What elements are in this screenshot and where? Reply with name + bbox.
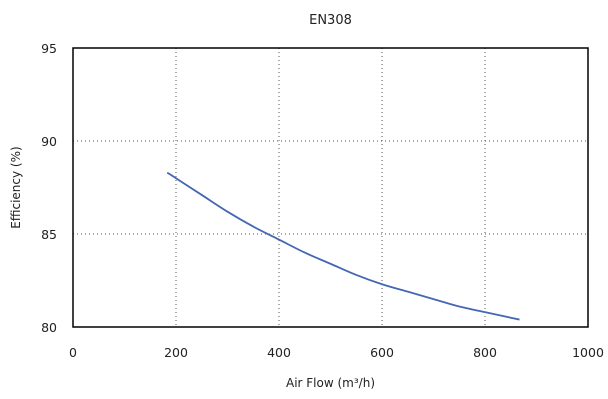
x-tick-label: 1000 [572, 345, 604, 360]
y-tick-label: 90 [41, 134, 57, 149]
x-tick-label: 800 [473, 345, 497, 360]
x-tick-label: 600 [370, 345, 394, 360]
y-tick-label: 95 [41, 41, 57, 56]
y-axis-label: Efficiency (%) [9, 146, 23, 228]
plot-area-frame [72, 47, 589, 328]
y-tick-label: 80 [41, 320, 57, 335]
y-tick-label: 85 [41, 227, 57, 242]
grid-lines [73, 48, 588, 327]
efficiency-series-line [166, 171, 520, 321]
x-tick-label: 200 [164, 345, 188, 360]
x-axis-label: Air Flow (m³/h) [286, 376, 375, 390]
series-layer [166, 171, 520, 321]
x-tick-label: 400 [267, 345, 291, 360]
chart-title: EN308 [309, 13, 352, 28]
tick-labels: 0 200 400 600 800 1000 80 85 90 95 [41, 41, 604, 360]
x-tick-label: 0 [69, 345, 77, 360]
